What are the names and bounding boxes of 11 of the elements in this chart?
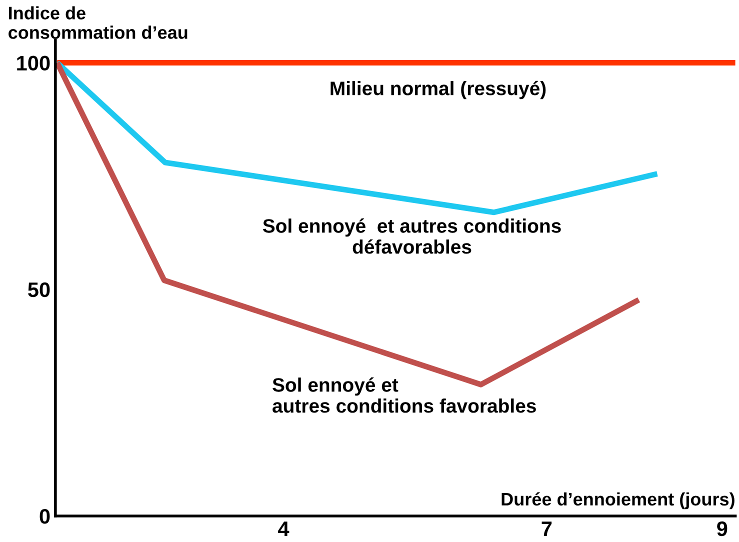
y-tick-label: 100	[17, 56, 50, 71]
x-tick-label: 4	[278, 522, 290, 536]
x-axis-title: Durée d’ennoiement (jours)	[502, 492, 734, 510]
annotation: Milieu normal (ressuyé)	[330, 80, 546, 100]
x-tick-label: 9	[717, 521, 728, 536]
annotation: Sol ennoyé et autres conditions défavorables	[262, 218, 561, 254]
x-tick-label: 7	[542, 522, 552, 536]
y-axis-title: Indice de consommation d’eau	[8, 6, 188, 39]
y-tick-label: 0	[40, 508, 50, 524]
annotation: Sol ennoyé et autres conditions favorables	[272, 377, 536, 413]
y-tick-label: 50	[28, 282, 50, 298]
